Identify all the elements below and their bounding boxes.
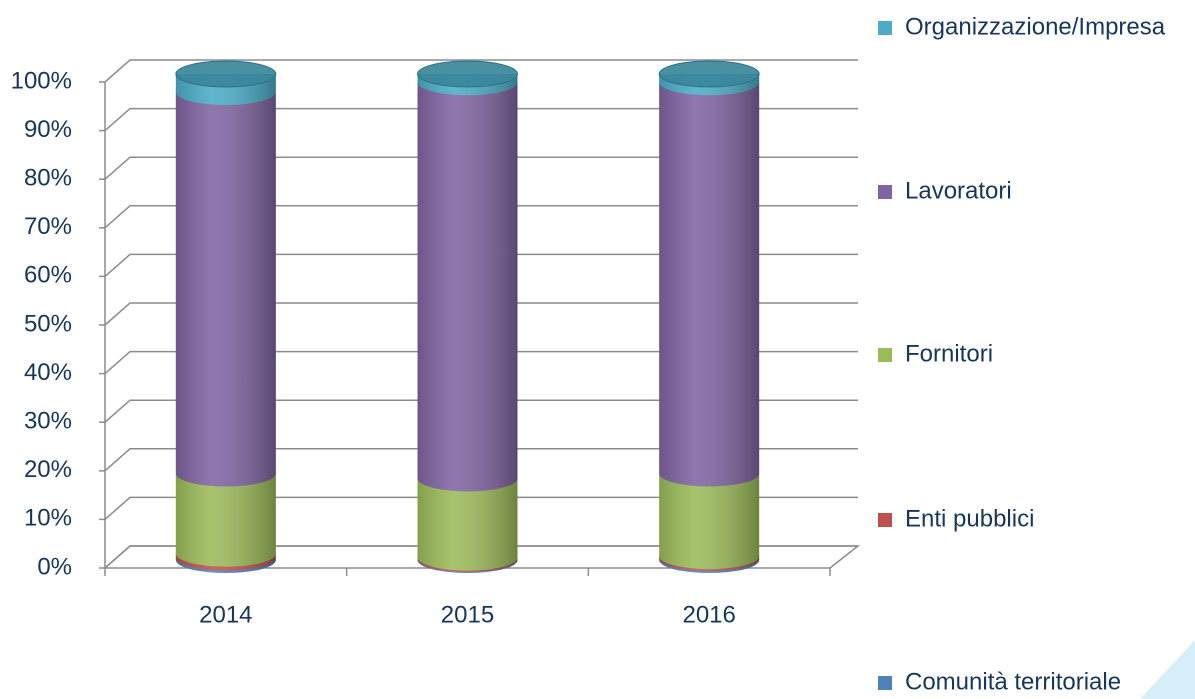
- y-tick-label: 30%: [24, 408, 72, 435]
- grid-line: [104, 448, 858, 472]
- legend-swatch: [878, 513, 892, 527]
- y-tick-label: 70%: [24, 213, 72, 240]
- grid-line: [104, 107, 858, 132]
- y-tick-label: 40%: [24, 359, 72, 386]
- bar-top-shade: [659, 61, 760, 87]
- bar-top: [175, 60, 277, 88]
- legend-swatch: [878, 676, 892, 690]
- legend-swatch: [878, 348, 892, 362]
- grid-line: [104, 302, 858, 326]
- y-tick-label: 0%: [37, 553, 72, 580]
- y-tick-label: 80%: [24, 165, 72, 192]
- grid-line: [104, 545, 858, 569]
- legend-label: Lavoratori: [905, 177, 1012, 204]
- legend-swatch: [878, 185, 892, 199]
- x-tick-label: 2014: [199, 601, 252, 628]
- legend-label: Comunità territoriale: [905, 668, 1121, 695]
- corner-decoration: [1140, 640, 1195, 699]
- bar-shade: [175, 473, 276, 567]
- grid-line: [104, 205, 858, 229]
- grid-line: [104, 350, 858, 375]
- bar-shade: [659, 82, 760, 487]
- bar-top: [658, 60, 760, 88]
- x-tick-label: 2016: [682, 601, 735, 628]
- bar-shade: [659, 473, 760, 570]
- legend-label: Fornitori: [905, 340, 993, 367]
- y-tick-label: 20%: [24, 456, 72, 483]
- grid-line: [104, 59, 858, 83]
- grid-line: [104, 496, 858, 520]
- bar-shade: [417, 478, 518, 571]
- y-tick-label: 60%: [24, 262, 72, 289]
- y-tick-label: 100%: [11, 67, 72, 94]
- y-tick-label: 90%: [24, 116, 72, 143]
- grid-line: [104, 399, 858, 423]
- y-tick-label: 10%: [24, 505, 72, 532]
- bar-top-shade: [175, 61, 276, 87]
- x-tick-label: 2015: [441, 601, 494, 628]
- y-tick-label: 50%: [24, 310, 72, 337]
- legend-label: Enti pubblici: [905, 505, 1034, 532]
- bar-top-shade: [417, 61, 518, 87]
- legend-swatch: [878, 21, 892, 35]
- bar-shade: [417, 82, 518, 492]
- bar-shade: [175, 91, 276, 487]
- grid-line: [104, 253, 858, 277]
- grid-line: [104, 156, 858, 180]
- legend-label: Organizzazione/Impresa: [905, 13, 1166, 40]
- bar-top: [417, 60, 518, 88]
